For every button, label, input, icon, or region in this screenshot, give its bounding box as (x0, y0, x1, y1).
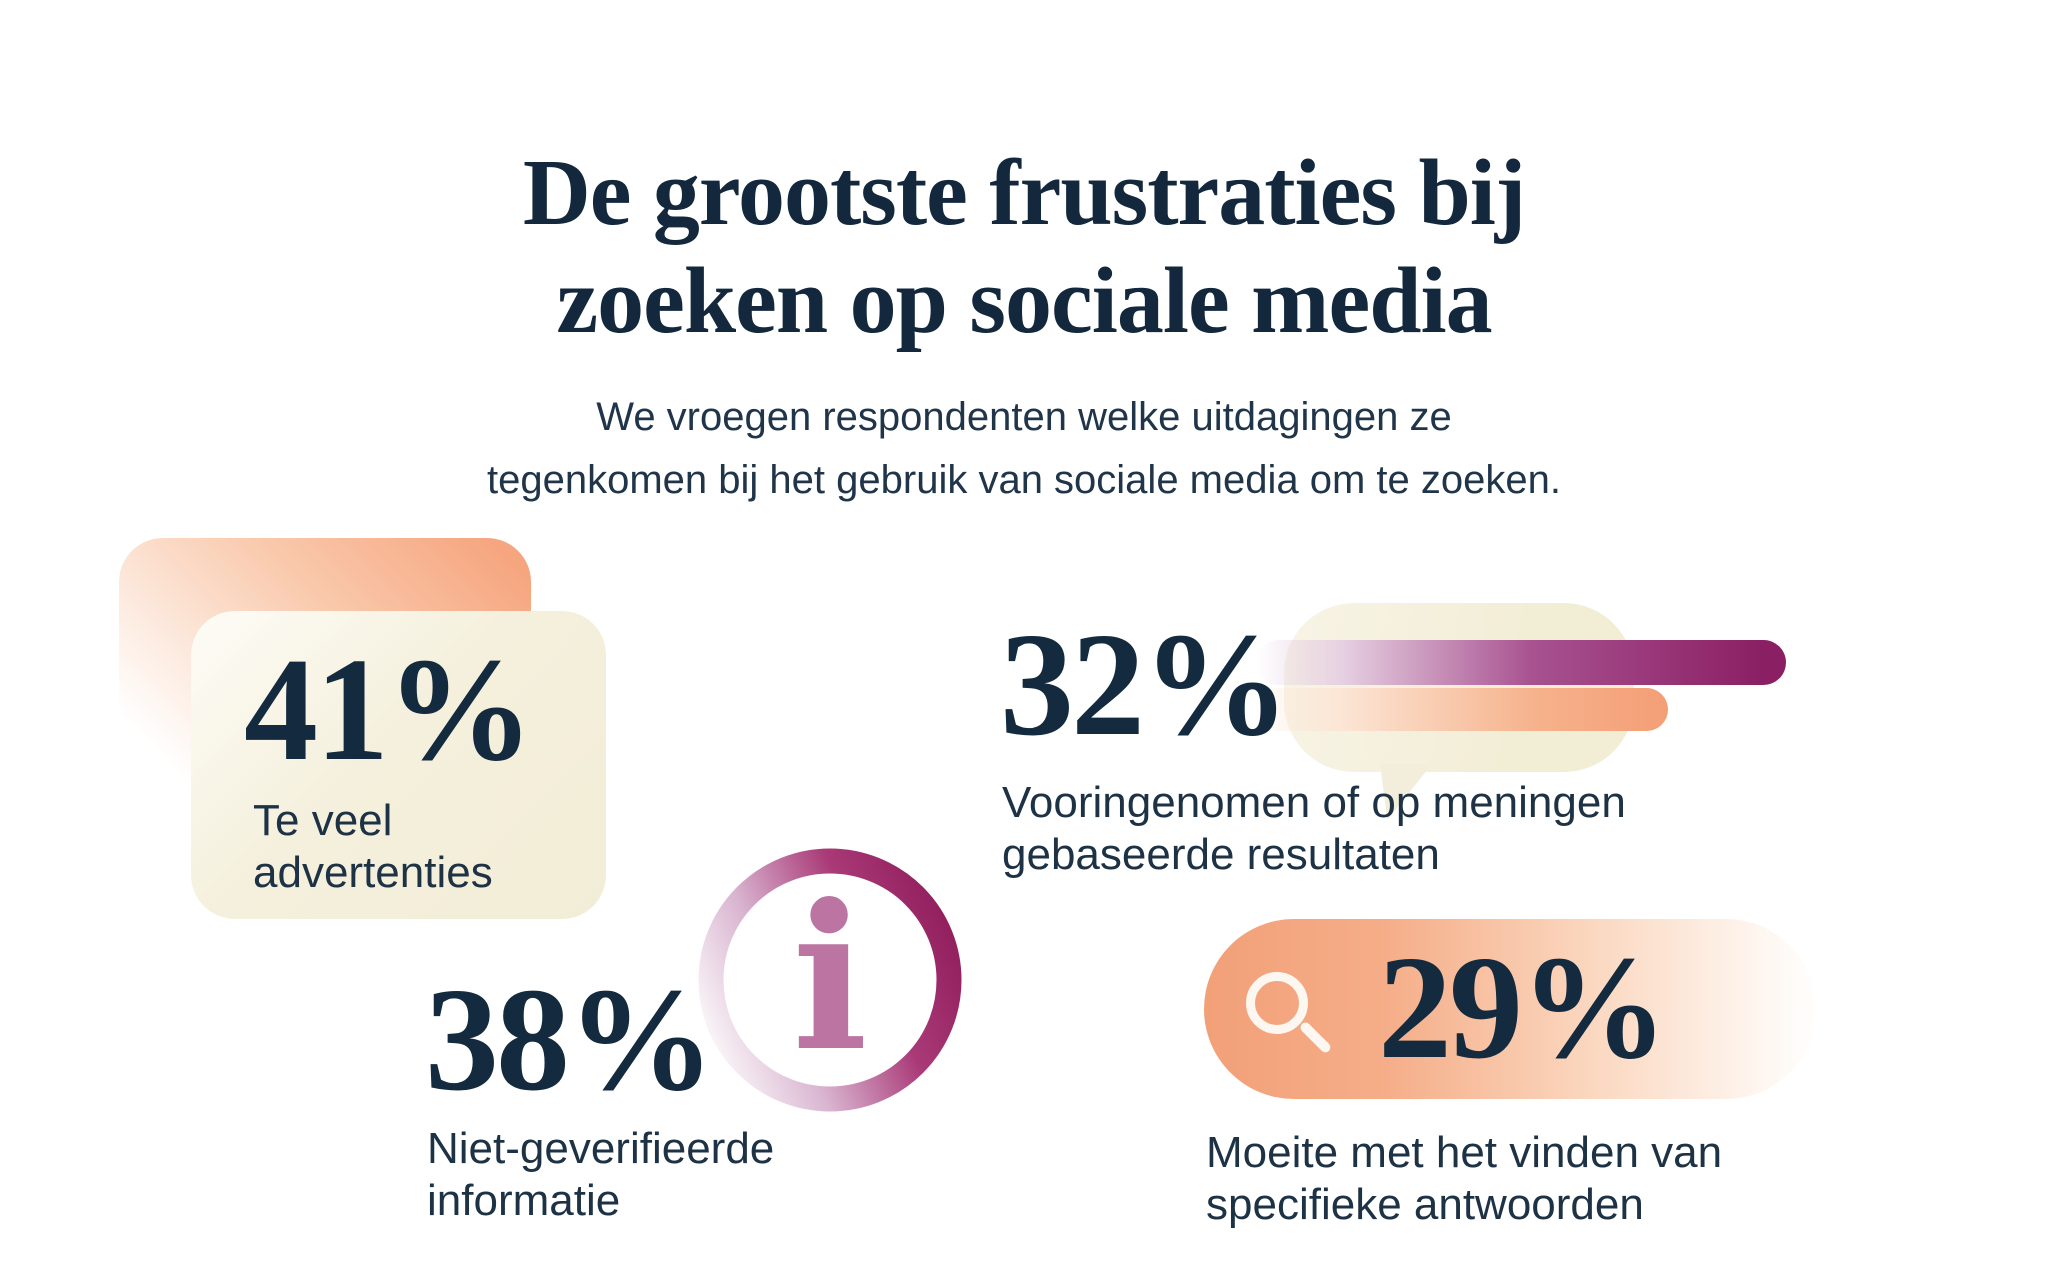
stat-value-38: 38% (425, 958, 715, 1122)
page-title: De grootste frustraties bij zoeken op so… (522, 140, 1526, 353)
gradient-bar-purple (1256, 640, 1786, 685)
gradient-bar-orange (1256, 688, 1668, 731)
speech-bubble-icon (1284, 603, 1634, 772)
stat-label-32: Vooringenomen of op meningen gebaseerde … (1002, 778, 1626, 879)
page-subtitle: We vroegen respondenten welke uitdaginge… (487, 395, 1561, 502)
stat-label-38: Niet-geverifieerde informatie (427, 1124, 775, 1225)
search-icon (1246, 972, 1308, 1034)
stat-value-41: 41% (244, 628, 534, 792)
stat-label-41: Te veel advertenties (253, 796, 493, 897)
info-circle-icon (698, 848, 962, 1112)
stat-value-29: 29% (1378, 926, 1668, 1090)
stat-value-32: 32% (1000, 603, 1290, 767)
stacked-card-front-icon (191, 611, 606, 919)
stat-label-29: Moeite met het vinden van specifieke ant… (1206, 1128, 1723, 1229)
info-i-glyph: i (792, 861, 868, 1096)
